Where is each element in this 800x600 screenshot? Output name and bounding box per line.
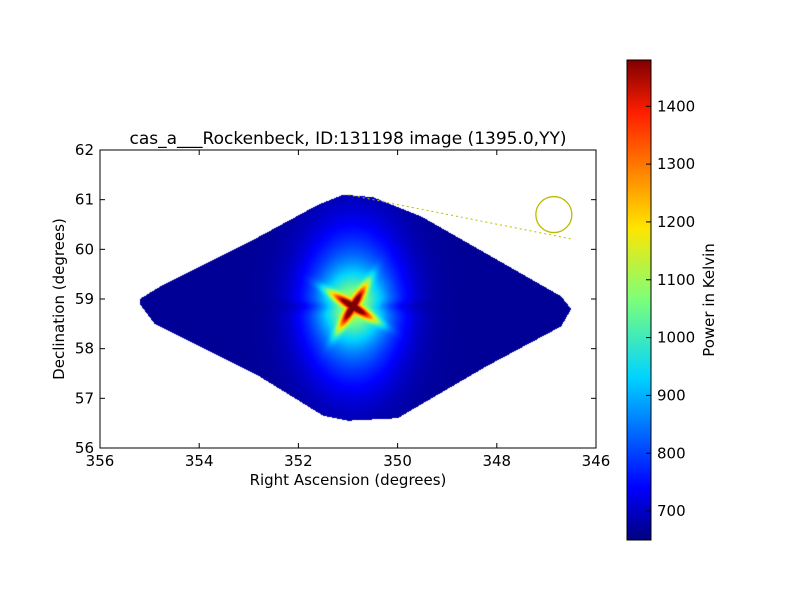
y-tick-label: 57 <box>75 389 94 407</box>
colorbar: 700 800 900 1000 1100 1200 1300 1400 Power in K… <box>626 59 718 541</box>
colorbar-tick-label: 1300 <box>657 155 695 173</box>
heatmap-image <box>100 150 596 448</box>
x-tick-label: 350 <box>383 452 412 470</box>
y-tick-label: 56 <box>75 439 94 457</box>
y-tick-label: 59 <box>75 290 94 308</box>
chart-title: cas_a___Rockenbeck, ID:131198 image (139… <box>130 129 567 149</box>
colorbar-tick-label: 1000 <box>657 329 695 347</box>
x-tick-label: 346 <box>582 452 611 470</box>
y-axis-label: Declination (degrees) <box>50 218 68 380</box>
y-tick-label: 58 <box>75 340 94 358</box>
colorbar-label: Power in Kelvin <box>700 243 718 357</box>
plot-area <box>99 149 597 449</box>
x-tick-label: 356 <box>86 452 115 470</box>
y-axis: 56 57 58 59 60 61 62 <box>75 141 596 457</box>
colorbar-ticks: 700 800 900 1000 1100 1200 1300 1400 <box>646 97 695 520</box>
x-tick-label: 352 <box>284 452 313 470</box>
x-axis: 356 354 352 350 348 346 <box>86 150 611 470</box>
x-tick-label: 354 <box>185 452 214 470</box>
colorbar-tick-label: 900 <box>657 386 686 404</box>
y-tick-label: 62 <box>75 141 94 159</box>
y-tick-label: 61 <box>75 191 94 209</box>
colorbar-tick-label: 700 <box>657 502 686 520</box>
colorbar-tick-label: 800 <box>657 444 686 462</box>
x-axis-label: Right Ascension (degrees) <box>250 471 447 489</box>
colorbar-tick-label: 1200 <box>657 213 695 231</box>
colorbar-tick-label: 1100 <box>657 271 695 289</box>
colorbar-gradient <box>626 59 652 541</box>
y-tick-label: 60 <box>75 240 94 258</box>
x-tick-label: 348 <box>482 452 511 470</box>
beam-circle <box>535 195 573 234</box>
colorbar-tick-label: 1400 <box>657 97 695 115</box>
beam-guide-line <box>347 194 574 240</box>
